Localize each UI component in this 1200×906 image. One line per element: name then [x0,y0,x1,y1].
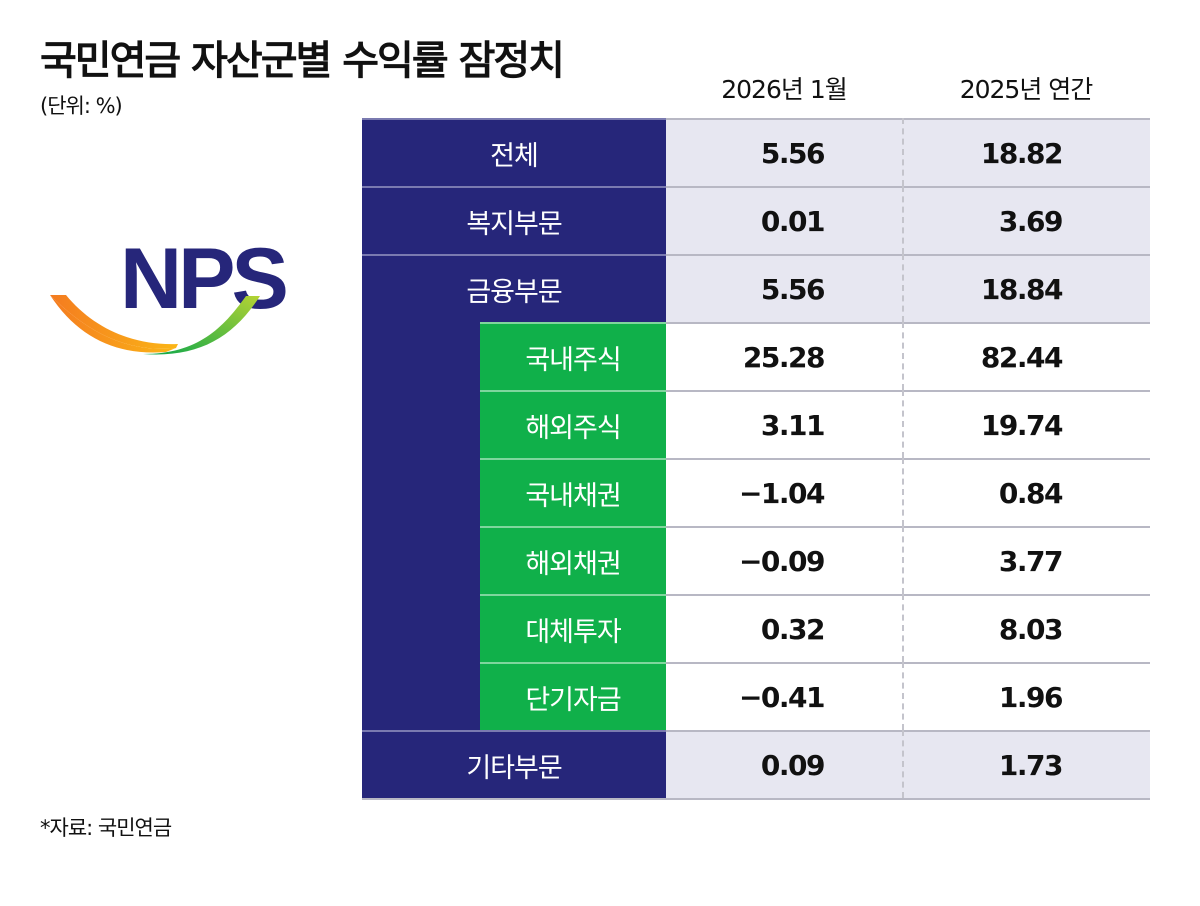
row-label: 국내채권 [480,458,666,526]
row-label: 해외주식 [480,390,666,458]
value-2025: 19.74 [902,390,1150,458]
value-jan2026: −0.41 [666,662,902,730]
value-2025: 1.96 [902,662,1150,730]
returns-table: 전체 5.56 18.82 복지부문 0.01 3.69 금융부문 5.56 1… [362,118,1150,800]
row-label: 전체 [362,118,666,186]
table-row: 단기자금 −0.41 1.96 [362,662,1150,730]
dashed-divider [902,662,904,730]
group-indent [362,526,480,594]
row-label: 단기자금 [480,662,666,730]
dashed-divider [902,390,904,458]
value-jan2026: 0.09 [666,730,902,798]
value-jan2026: 0.01 [666,186,902,254]
unit-label: (단위: %) [40,94,123,118]
dashed-divider [902,254,904,322]
row-label: 해외채권 [480,526,666,594]
column-header-2025: 2025년 연간 [959,75,1094,104]
table-row: 기타부문 0.09 1.73 [362,730,1150,798]
svg-text:NPS: NPS [120,238,285,327]
row-label: 금융부문 [362,254,666,322]
group-indent [362,594,480,662]
group-indent [362,322,480,390]
table-row: 금융부문 5.56 18.84 [362,254,1150,322]
table-bottom-border [362,798,1150,800]
group-indent [362,662,480,730]
value-2025: 18.82 [902,118,1150,186]
value-2025: 8.03 [902,594,1150,662]
dashed-divider [902,730,904,798]
value-jan2026: 0.32 [666,594,902,662]
value-jan2026: 5.56 [666,118,902,186]
row-label: 기타부문 [362,730,666,798]
nps-logo-icon: NPS [50,238,289,355]
table-row: 대체투자 0.32 8.03 [362,594,1150,662]
value-2025: 1.73 [902,730,1150,798]
table-row: 전체 5.56 18.82 [362,118,1150,186]
value-jan2026: 25.28 [666,322,902,390]
table-row: 해외주식 3.11 19.74 [362,390,1150,458]
page-title: 국민연금 자산군별 수익률 잠정치 [40,38,565,84]
value-jan2026: −1.04 [666,458,902,526]
value-2025: 82.44 [902,322,1150,390]
row-label: 국내주식 [480,322,666,390]
dashed-divider [902,322,904,390]
dashed-divider [902,118,904,186]
column-header-jan2026: 2026년 1월 [721,75,847,104]
value-2025: 0.84 [902,458,1150,526]
group-indent [362,390,480,458]
value-jan2026: 3.11 [666,390,902,458]
value-2025: 18.84 [902,254,1150,322]
source-note: *자료: 국민연금 [40,816,172,840]
group-indent [362,458,480,526]
value-jan2026: 5.56 [666,254,902,322]
table-row: 해외채권 −0.09 3.77 [362,526,1150,594]
row-label: 복지부문 [362,186,666,254]
dashed-divider [902,458,904,526]
value-jan2026: −0.09 [666,526,902,594]
dashed-divider [902,526,904,594]
dashed-divider [902,594,904,662]
row-label: 대체투자 [480,594,666,662]
dashed-divider [902,186,904,254]
table-row: 복지부문 0.01 3.69 [362,186,1150,254]
table-row: 국내채권 −1.04 0.84 [362,458,1150,526]
value-2025: 3.77 [902,526,1150,594]
value-2025: 3.69 [902,186,1150,254]
table-row: 국내주식 25.28 82.44 [362,322,1150,390]
